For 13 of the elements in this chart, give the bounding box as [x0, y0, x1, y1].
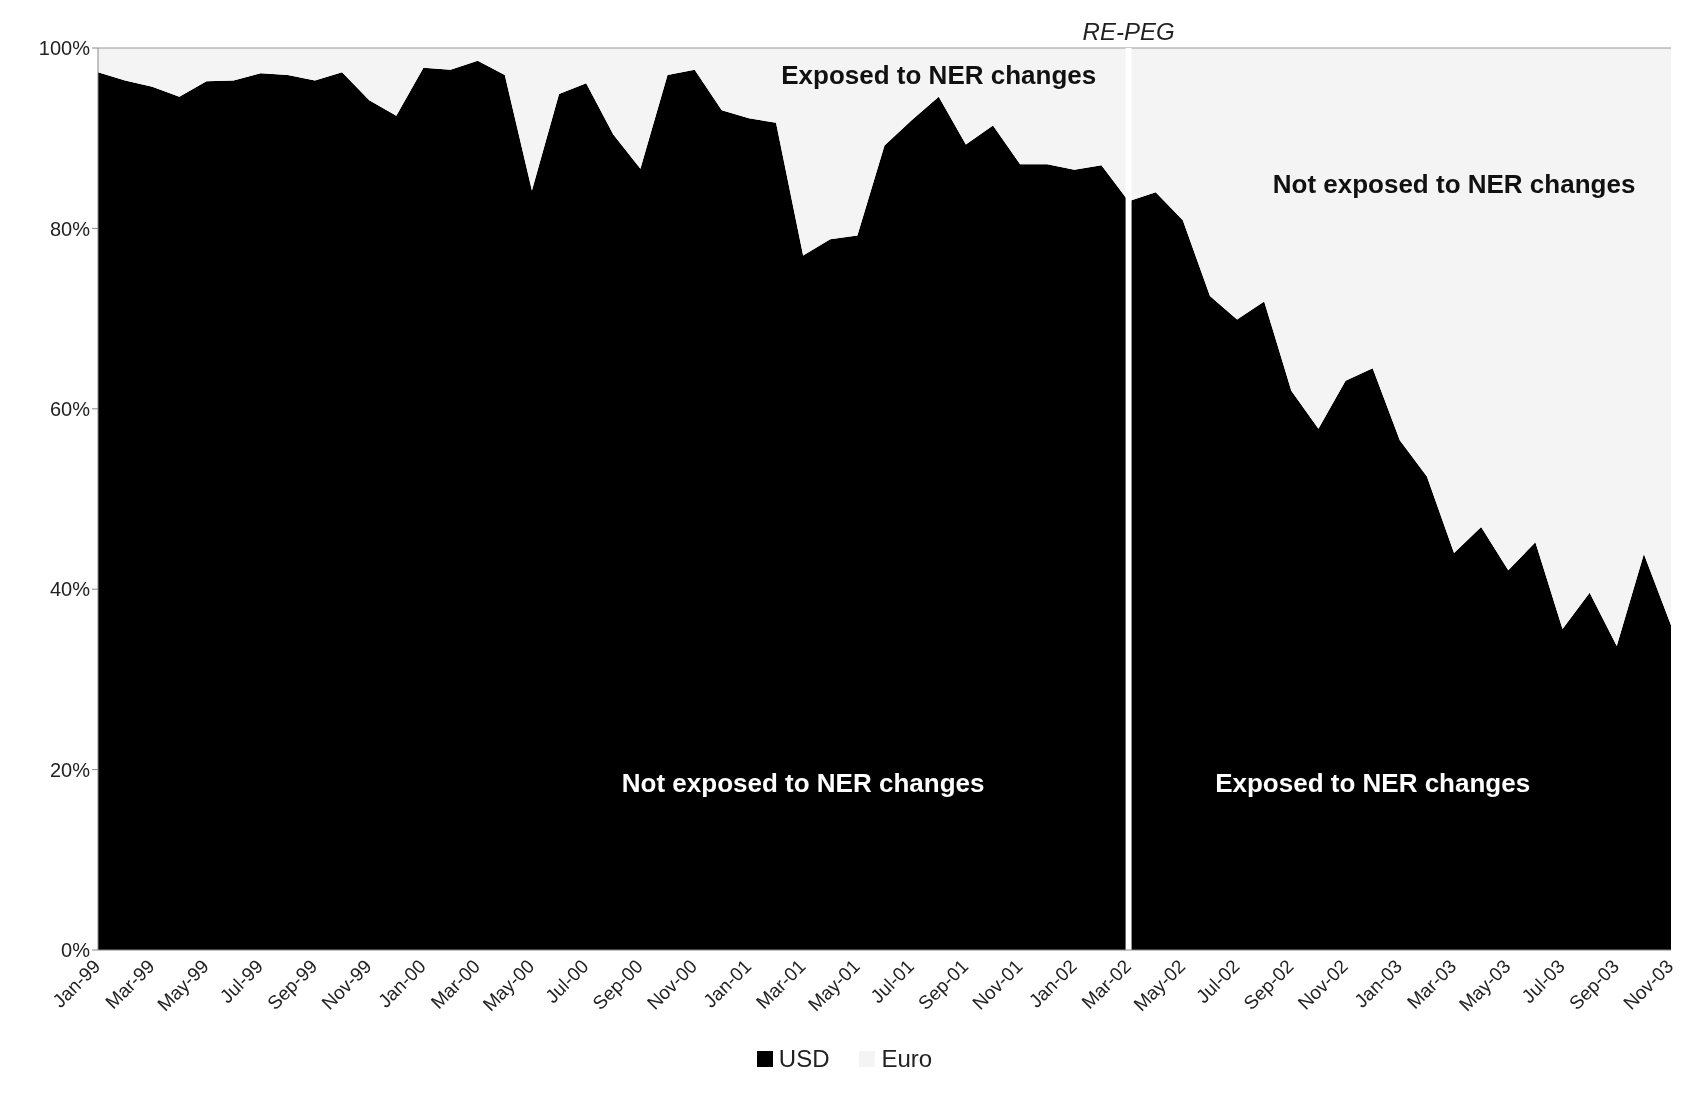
legend-label: USD — [777, 1045, 830, 1073]
y-tick-label: 40% — [49, 578, 91, 601]
y-tick-label: 20% — [49, 758, 91, 781]
annotation: Exposed to NER changes — [1215, 768, 1531, 799]
annotation: Not exposed to NER changes — [621, 768, 985, 799]
legend-label: Euro — [880, 1045, 933, 1073]
annotation: Not exposed to NER changes — [1272, 168, 1636, 199]
annotation: Exposed to NER changes — [781, 60, 1097, 91]
y-tick-label: 60% — [49, 397, 91, 420]
y-tick-label: 80% — [49, 217, 91, 240]
y-tick-label: 0% — [61, 939, 91, 962]
ref-line-label: RE-PEG — [1082, 18, 1175, 45]
y-tick-label: 100% — [38, 37, 91, 60]
